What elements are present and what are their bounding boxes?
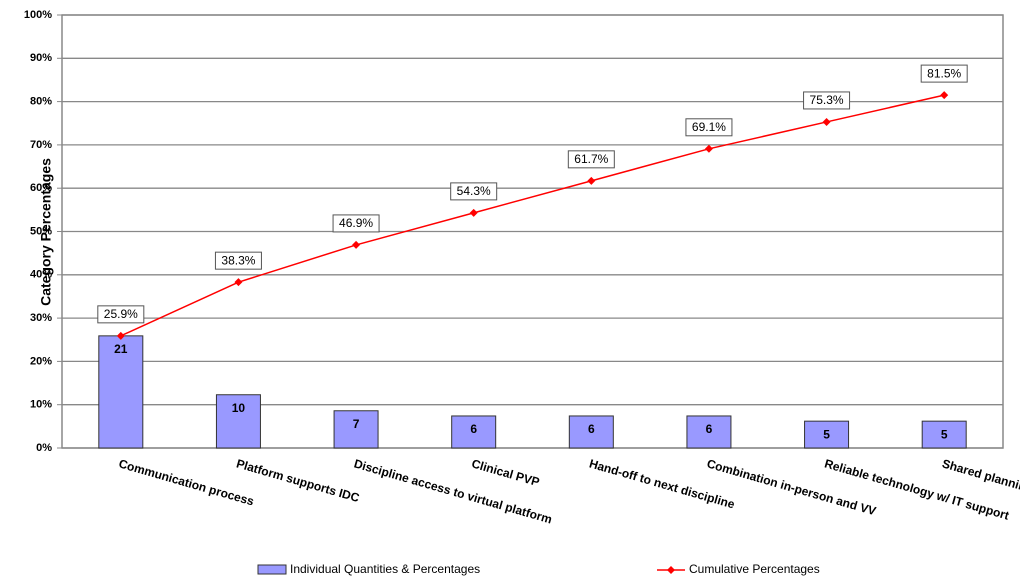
data-label: 38.3% xyxy=(221,253,255,267)
bar xyxy=(804,420,850,449)
bar xyxy=(568,415,614,449)
y-tick-label: 50% xyxy=(30,225,52,237)
line-marker xyxy=(352,240,361,249)
bar-count-label: 7 xyxy=(353,417,360,431)
data-label-box xyxy=(920,64,968,83)
x-tick-label: Communication process xyxy=(117,456,256,508)
bar-count-label: 5 xyxy=(941,427,948,441)
bar xyxy=(215,394,261,449)
data-label: 54.3% xyxy=(457,184,491,198)
bar-count-label: 5 xyxy=(823,427,830,441)
line-marker xyxy=(587,176,596,185)
cumulative-line xyxy=(120,94,945,337)
data-label: 69.1% xyxy=(692,120,726,134)
line-marker xyxy=(940,91,949,100)
legend-marker xyxy=(667,566,675,574)
line-marker xyxy=(116,331,125,340)
y-tick-label: 10% xyxy=(30,399,52,411)
data-label-box xyxy=(567,150,615,169)
bar-count-label: 6 xyxy=(588,422,595,436)
data-label-box xyxy=(450,182,498,201)
y-tick-label: 90% xyxy=(30,52,52,64)
bar-count-label: 21 xyxy=(114,342,128,356)
y-tick-label: 100% xyxy=(24,9,52,21)
y-tick-label: 80% xyxy=(30,96,52,108)
x-tick-label: Clinical PVP xyxy=(470,456,541,489)
data-label-box xyxy=(214,251,262,270)
y-tick-label: 30% xyxy=(30,312,52,324)
line-marker xyxy=(469,208,478,217)
data-label: 25.9% xyxy=(104,307,138,321)
data-label: 75.3% xyxy=(810,93,844,107)
y-tick-label: 40% xyxy=(30,269,52,281)
data-label: 46.9% xyxy=(339,216,373,230)
data-label-box xyxy=(332,214,380,233)
y-tick-label: 60% xyxy=(30,182,52,194)
y-tick-label: 20% xyxy=(30,355,52,367)
bar xyxy=(333,410,379,449)
y-axis-label: Category Percentages xyxy=(38,158,54,306)
line-marker xyxy=(704,144,713,153)
legend-label: Individual Quantities & Percentages xyxy=(290,562,480,576)
bar-count-label: 10 xyxy=(232,401,246,415)
bar-count-label: 6 xyxy=(706,422,713,436)
line-marker xyxy=(822,117,831,126)
bar xyxy=(686,415,732,449)
data-label: 61.7% xyxy=(574,152,608,166)
legend-swatch xyxy=(257,564,287,575)
y-tick-label: 70% xyxy=(30,139,52,151)
bar xyxy=(921,420,967,449)
y-tick-label: 0% xyxy=(36,442,52,454)
bar xyxy=(451,415,497,449)
data-label: 81.5% xyxy=(927,66,961,80)
data-label-box xyxy=(97,305,145,324)
data-label-box xyxy=(803,91,851,110)
bar-count-label: 6 xyxy=(470,422,477,436)
x-tick-label: Discipline access to virtual platform xyxy=(352,456,553,526)
legend-label: Cumulative Percentages xyxy=(689,562,820,576)
line-marker xyxy=(234,278,243,287)
data-label-box xyxy=(685,118,733,137)
